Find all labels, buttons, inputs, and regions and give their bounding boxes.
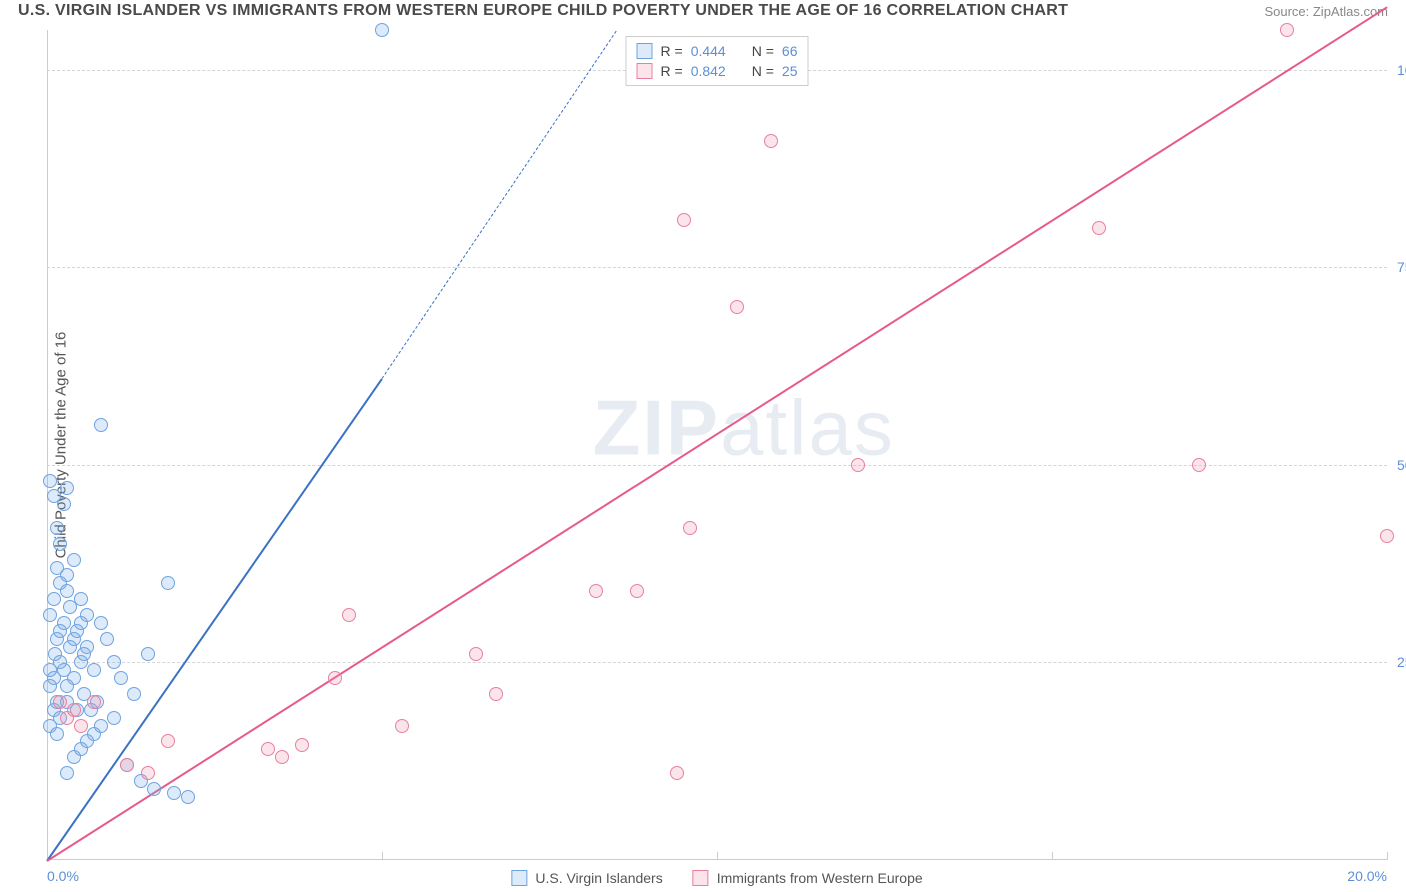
y-tick-label: 75.0%	[1397, 259, 1406, 275]
data-point	[50, 727, 64, 741]
data-point	[161, 576, 175, 590]
data-point	[100, 632, 114, 646]
data-point	[670, 766, 684, 780]
data-point	[43, 608, 57, 622]
data-point	[107, 655, 121, 669]
data-point	[60, 584, 74, 598]
data-point	[87, 663, 101, 677]
data-point	[275, 750, 289, 764]
data-point	[1092, 221, 1106, 235]
scatter-plot: ZIPatlas 25.0%50.0%75.0%100.0%0.0%20.0%	[47, 30, 1387, 860]
legend-row-weur: R = 0.842 N = 25	[637, 61, 798, 81]
x-tick	[717, 852, 718, 860]
data-point	[1280, 23, 1294, 37]
data-point	[74, 719, 88, 733]
data-point	[53, 695, 67, 709]
data-point	[764, 134, 778, 148]
data-point	[48, 647, 62, 661]
data-point	[53, 537, 67, 551]
data-point	[141, 647, 155, 661]
data-point	[60, 481, 74, 495]
data-point	[67, 553, 81, 567]
legend-swatch-usvi	[637, 43, 653, 59]
data-point	[730, 300, 744, 314]
data-point	[74, 592, 88, 606]
data-point	[43, 474, 57, 488]
data-point	[1380, 529, 1394, 543]
data-point	[87, 695, 101, 709]
chart-title: U.S. VIRGIN ISLANDER VS IMMIGRANTS FROM …	[18, 2, 1068, 20]
data-point	[107, 711, 121, 725]
data-point	[167, 786, 181, 800]
data-point	[589, 584, 603, 598]
data-point	[395, 719, 409, 733]
data-point	[67, 703, 81, 717]
data-point	[328, 671, 342, 685]
data-point	[43, 663, 57, 677]
x-tick	[1052, 852, 1053, 860]
data-point	[261, 742, 275, 756]
data-point	[469, 647, 483, 661]
data-point	[67, 750, 81, 764]
legend-row-usvi: R = 0.444 N = 66	[637, 41, 798, 61]
legend-swatch-weur	[637, 63, 653, 79]
x-tick-label: 20.0%	[1347, 868, 1387, 884]
y-tick-label: 50.0%	[1397, 457, 1406, 473]
y-tick-label: 25.0%	[1397, 654, 1406, 670]
data-point	[47, 592, 61, 606]
data-point	[677, 213, 691, 227]
data-point	[77, 647, 91, 661]
data-point	[851, 458, 865, 472]
data-point	[181, 790, 195, 804]
data-point	[94, 418, 108, 432]
y-tick-label: 100.0%	[1397, 62, 1406, 78]
x-tick	[1387, 852, 1388, 860]
data-point	[295, 738, 309, 752]
series-legend: U.S. Virgin Islanders Immigrants from We…	[511, 870, 922, 886]
data-point	[114, 671, 128, 685]
legend-item-weur: Immigrants from Western Europe	[693, 870, 923, 886]
watermark: ZIPatlas	[593, 383, 895, 474]
data-point	[489, 687, 503, 701]
data-point	[94, 616, 108, 630]
legend-swatch-weur-bottom	[693, 870, 709, 886]
data-point	[375, 23, 389, 37]
correlation-legend: R = 0.444 N = 66 R = 0.842 N = 25	[626, 36, 809, 86]
data-point	[630, 584, 644, 598]
data-point	[683, 521, 697, 535]
data-point	[53, 624, 67, 638]
y-axis-line	[47, 30, 48, 860]
trend-line	[46, 6, 1387, 861]
legend-swatch-usvi-bottom	[511, 870, 527, 886]
gridline-h	[47, 662, 1387, 663]
data-point	[60, 766, 74, 780]
trend-line	[382, 30, 617, 378]
x-tick-label: 0.0%	[47, 868, 79, 884]
data-point	[147, 782, 161, 796]
data-point	[60, 568, 74, 582]
data-point	[120, 758, 134, 772]
data-point	[342, 608, 356, 622]
chart-area: Child Poverty Under the Age of 16 ZIPatl…	[47, 30, 1387, 860]
data-point	[47, 489, 61, 503]
data-point	[50, 521, 64, 535]
data-point	[74, 616, 88, 630]
data-point	[67, 671, 81, 685]
legend-item-usvi: U.S. Virgin Islanders	[511, 870, 662, 886]
data-point	[127, 687, 141, 701]
data-point	[161, 734, 175, 748]
x-tick	[382, 852, 383, 860]
data-point	[141, 766, 155, 780]
data-point	[1192, 458, 1206, 472]
gridline-h	[47, 465, 1387, 466]
gridline-h	[47, 267, 1387, 268]
